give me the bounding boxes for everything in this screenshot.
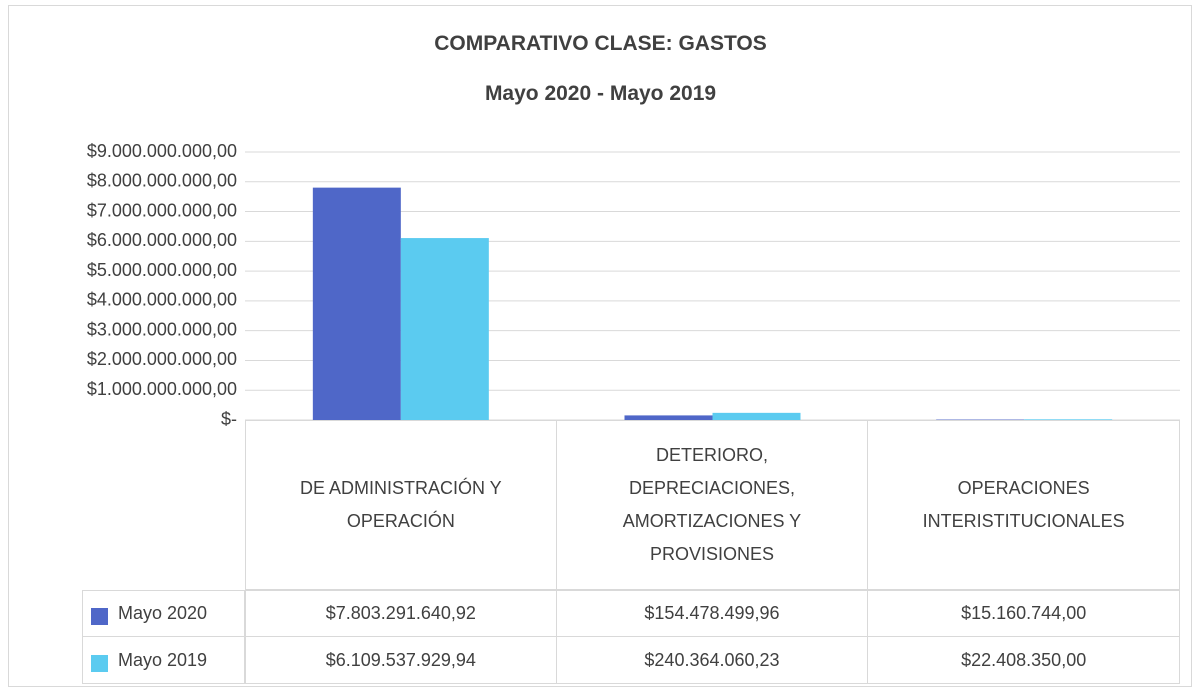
chart-frame (8, 5, 1192, 687)
legend-cell: Mayo 2020 (82, 590, 245, 637)
y-tick-label: $5.000.000.000,00 (87, 260, 237, 280)
legend-label: Mayo 2019 (118, 649, 208, 670)
value-cell: $22.408.350,00 (868, 637, 1180, 684)
y-tick-label: $4.000.000.000,00 (87, 290, 237, 310)
legend-swatch (91, 654, 108, 672)
bar (1024, 419, 1113, 420)
value-cell: $154.478.499,96 (556, 590, 869, 637)
value-cell: $7.803.291.640,92 (245, 590, 557, 637)
legend-swatch (91, 608, 108, 625)
y-tick-label: $- (221, 409, 237, 429)
legend-label: Mayo 2020 (118, 603, 208, 623)
category-cell: DETERIORO, DEPRECIACIONES, AMORTIZACIONE… (556, 420, 869, 590)
bar (624, 415, 713, 420)
value-cell: $6.109.537.929,94 (245, 637, 557, 684)
y-tick-label: $9.000.000.000,00 (87, 141, 237, 161)
bar (312, 187, 401, 420)
y-tick-label: $6.000.000.000,00 (87, 230, 237, 250)
y-tick-label: $7.000.000.000,00 (87, 200, 237, 220)
y-tick-label: $1.000.000.000,00 (87, 379, 237, 399)
category-cell: DE ADMINISTRACIÓN Y OPERACIÓN (245, 420, 557, 590)
y-tick-label: $2.000.000.000,00 (87, 349, 237, 369)
value-cell: $240.364.060,23 (556, 637, 869, 684)
bar (712, 412, 801, 420)
bar (400, 238, 489, 420)
legend-cell: Mayo 2019 (82, 637, 245, 684)
y-tick-label: $8.000.000.000,00 (87, 171, 237, 191)
value-cell: $15.160.744,00 (868, 590, 1180, 637)
chart-subtitle: Mayo 2020 - Mayo 2019 (484, 82, 717, 105)
chart-title: COMPARATIVO CLASE: GASTOS (434, 32, 767, 55)
y-tick-label: $3.000.000.000,00 (87, 319, 237, 339)
category-cell: OPERACIONES INTERISTITUCIONALES (868, 420, 1180, 590)
